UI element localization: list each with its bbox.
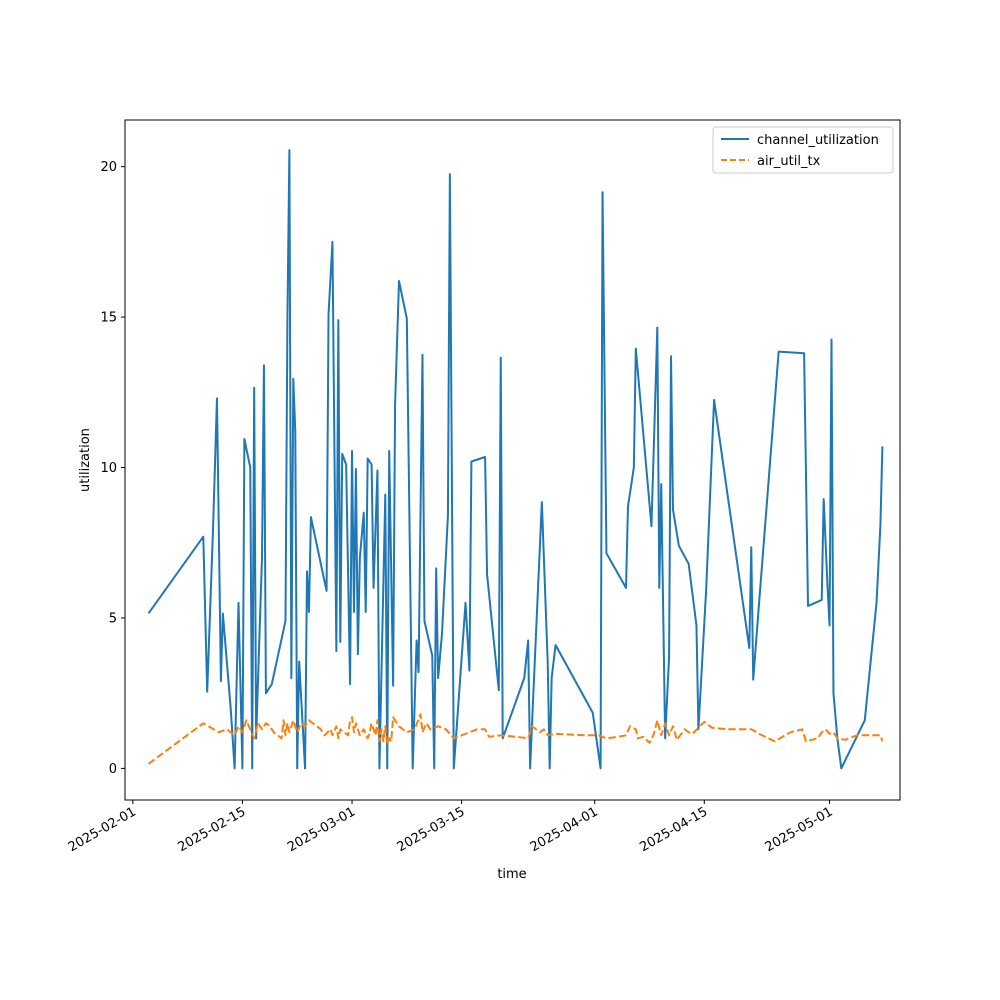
y-tick-label: 20	[100, 160, 117, 175]
plot-area	[147, 149, 884, 770]
y-tick-label: 0	[109, 762, 117, 777]
y-tick-label: 5	[109, 611, 117, 626]
series-line-channel-utilization	[147, 149, 884, 770]
y-tick-label: 15	[100, 311, 117, 326]
x-axis-label: time	[497, 867, 526, 882]
legend-label-channel-utilization: channel_utilization	[757, 133, 879, 148]
y-tick-label: 10	[100, 461, 117, 476]
y-axis-label: utilization	[78, 428, 93, 492]
series-line-air-util-tx	[147, 713, 884, 765]
legend-box	[712, 126, 894, 174]
legend-label-air-util-tx: air_util_tx	[757, 154, 821, 169]
legend: channel_utilization air_util_tx	[712, 126, 894, 174]
axes-frame	[124, 119, 901, 801]
